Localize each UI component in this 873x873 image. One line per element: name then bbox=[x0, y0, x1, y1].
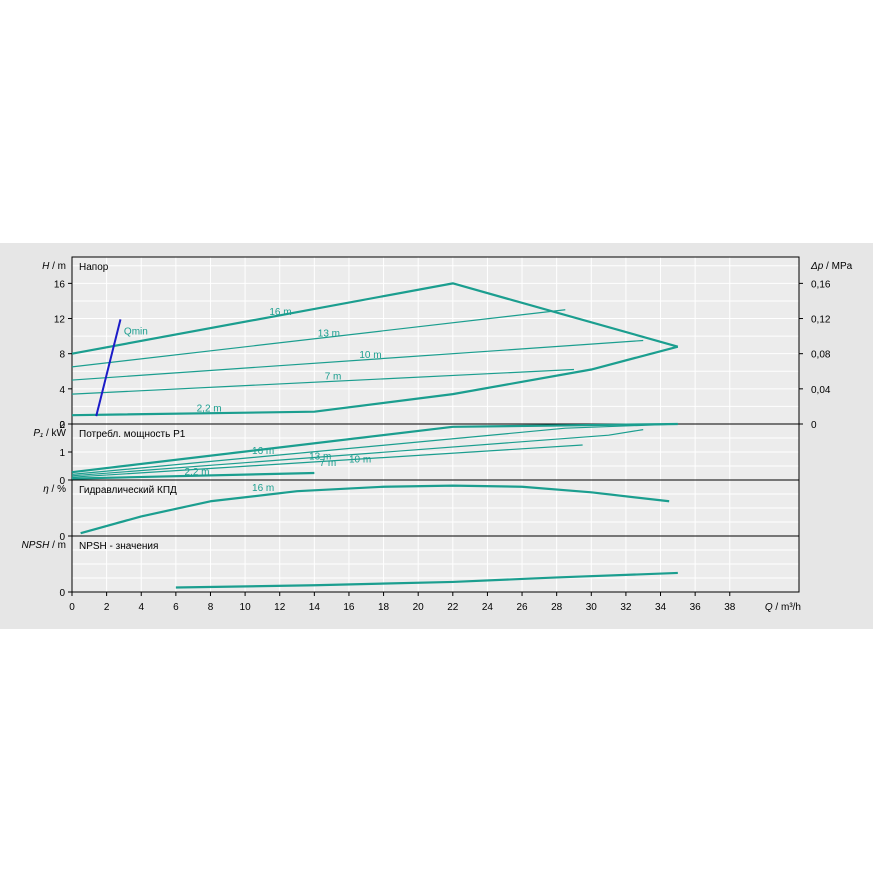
series-label-power: 13 m bbox=[309, 452, 331, 463]
x-tick-label: 12 bbox=[274, 602, 286, 613]
x-tick-label: 0 bbox=[69, 602, 75, 613]
y-axis-label-power: P₁ / kW bbox=[33, 428, 66, 439]
plot-frame bbox=[71, 535, 800, 593]
x-tick-label: 34 bbox=[655, 602, 667, 613]
qmin-line bbox=[95, 319, 122, 417]
right-tick-label: 0,04 bbox=[811, 385, 831, 396]
right-tick-label: 0 bbox=[811, 420, 817, 431]
series-line-power-7m bbox=[71, 444, 583, 478]
x-tick-label: 22 bbox=[447, 602, 459, 613]
x-axis-label: Q / m³/h bbox=[765, 602, 801, 613]
panel-efficiency bbox=[68, 479, 800, 537]
series-line-head-10m bbox=[71, 339, 644, 381]
panel-title-npsh: NPSH - значения bbox=[79, 541, 158, 552]
right-tick-label: 0,08 bbox=[811, 350, 831, 361]
series-line-power-16m bbox=[71, 422, 678, 474]
series-line-head-13m bbox=[71, 309, 566, 368]
y-tick-label: 0 bbox=[59, 588, 65, 599]
series-line-power-22m bbox=[71, 471, 315, 480]
x-tick-label: 8 bbox=[208, 602, 214, 613]
series-line-efficiency-16m bbox=[80, 484, 670, 535]
x-tick-label: 24 bbox=[482, 602, 494, 613]
series-label-efficiency: 16 m bbox=[252, 483, 274, 494]
x-tick-label: 16 bbox=[343, 602, 355, 613]
x-tick-label: 4 bbox=[138, 602, 144, 613]
x-tick-label: 10 bbox=[240, 602, 252, 613]
panel-power bbox=[68, 423, 800, 481]
series-label-head: 2,2 m bbox=[197, 403, 222, 414]
y-tick-label: 8 bbox=[59, 350, 65, 361]
y-tick-label: 16 bbox=[54, 279, 66, 290]
y-tick-label: 2 bbox=[59, 420, 65, 431]
series-line-head-7m bbox=[71, 368, 575, 395]
series-label-head: 7 m bbox=[325, 372, 342, 383]
x-tick-label: 14 bbox=[309, 602, 321, 613]
series-label-power: 7 m bbox=[320, 458, 337, 469]
series-label-head: 13 m bbox=[318, 328, 340, 339]
y-axis-label-npsh: NPSH / m bbox=[22, 540, 66, 551]
x-tick-label: 20 bbox=[413, 602, 425, 613]
panel-npsh bbox=[68, 535, 800, 593]
y-tick-label: 0 bbox=[59, 420, 65, 431]
panel-title-efficiency: Гидравлический КПД bbox=[79, 485, 177, 496]
series-line-power-13m bbox=[71, 423, 678, 475]
series-label-power: 2,2 m bbox=[185, 467, 210, 478]
y-tick-label: 4 bbox=[59, 385, 65, 396]
series-line-npsh-npsh bbox=[175, 571, 678, 589]
series-label-power: 16 m bbox=[252, 446, 274, 457]
plot-area-head bbox=[71, 256, 800, 425]
right-tick-label: 0,12 bbox=[811, 315, 831, 326]
x-tick-label: 6 bbox=[173, 602, 179, 613]
series-line-head-16m bbox=[71, 282, 679, 355]
y-tick-label: 0 bbox=[59, 476, 65, 487]
pump-curve-chart: 0 4 8 12 16 H / m Напор 0 0,04 0,08 0,12 0,16 Δp / M… bbox=[0, 243, 873, 629]
y-tick-label: 1 bbox=[59, 448, 65, 459]
right-tick-label: 0,16 bbox=[811, 279, 831, 290]
x-tick-label: 26 bbox=[516, 602, 528, 613]
x-tick-label: 36 bbox=[690, 602, 702, 613]
series-label-head: 16 m bbox=[269, 307, 291, 318]
panel-head bbox=[68, 256, 800, 425]
series-label-head: 10 m bbox=[359, 350, 381, 361]
y-axis-label-head: H / m bbox=[42, 261, 66, 272]
series-line-head-22m bbox=[71, 345, 679, 417]
x-tick-label: 28 bbox=[551, 602, 563, 613]
x-tick-label: 2 bbox=[104, 602, 110, 613]
x-tick-label: 32 bbox=[620, 602, 632, 613]
y-axis-label-efficiency: η / % bbox=[43, 484, 66, 495]
panel-title-head: Напор bbox=[79, 262, 109, 273]
panel-title-power: Потребл. мощность P1 bbox=[79, 428, 186, 440]
x-tick-label: 38 bbox=[724, 602, 736, 613]
series-label-power: 10 m bbox=[349, 454, 371, 465]
qmin-label: Qmin bbox=[124, 326, 148, 337]
x-tick-label: 30 bbox=[586, 602, 598, 613]
x-tick-label: 18 bbox=[378, 602, 390, 613]
right-axis-label: Δp / MPa bbox=[810, 261, 853, 272]
y-tick-label: 12 bbox=[54, 315, 66, 326]
y-tick-label: 0 bbox=[59, 532, 65, 543]
series-line-power-10m bbox=[71, 429, 644, 477]
